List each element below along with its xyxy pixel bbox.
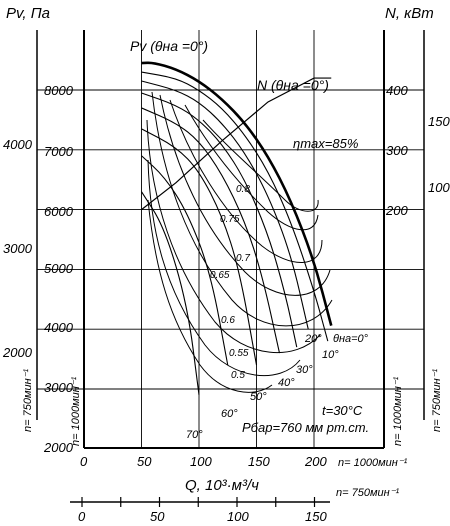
- q-ticks-inner: 0 50 100 150 200: [80, 454, 327, 469]
- n-axis-title: N, кВт: [385, 5, 434, 22]
- n-outer-tick-100: 100: [428, 180, 450, 195]
- pv-curve-30deg: [141, 92, 298, 348]
- pv-tick-5000: 5000: [44, 261, 74, 276]
- q-tick-150: 150: [248, 454, 270, 469]
- q-tick-50: 50: [137, 454, 152, 469]
- efficiency-contours: [146, 91, 333, 393]
- pv-tick-8000: 8000: [44, 83, 74, 98]
- n-curve-label: N (θна =0°): [257, 77, 329, 93]
- vertical-grid: [141, 30, 315, 448]
- pv-curve-70deg: [141, 191, 200, 396]
- n-ticks-outer: 150 100: [428, 114, 450, 195]
- q-outer-tick-50: 50: [150, 509, 165, 524]
- pressure-condition-label: Рбар=760 мм рт.ст.: [242, 420, 369, 435]
- temperature-label: t=30°C: [322, 403, 363, 418]
- pv-outer-tick-2000: 2000: [2, 345, 33, 360]
- eta-065-contour: [151, 91, 333, 327]
- n-ticks-inner: 400 300 200: [385, 83, 408, 218]
- eta-label-050: 0.5: [231, 370, 245, 381]
- q-outer-tick-150: 150: [305, 509, 327, 524]
- q-outer-tick-0: 0: [78, 509, 86, 524]
- eta-060-contour: [146, 119, 321, 354]
- q-outer-tick-100: 100: [227, 509, 249, 524]
- eta-label-055: 0.55: [229, 348, 249, 359]
- angle-label-40: 40°: [278, 377, 295, 389]
- pv-curve-50deg: [141, 128, 258, 366]
- angle-label-20: 20°: [304, 333, 322, 345]
- eta-label-060: 0.6: [221, 315, 235, 326]
- q-tick-100: 100: [190, 454, 212, 469]
- n-outer-tick-150: 150: [428, 114, 450, 129]
- q-tick-200: 200: [304, 454, 327, 469]
- pv-tick-2000: 2000: [43, 440, 74, 455]
- pv-tick-6000: 6000: [44, 204, 74, 219]
- eta-080-contour: [184, 104, 319, 231]
- pv-curve-40deg: [141, 107, 281, 354]
- eta-055-contour: [147, 159, 301, 377]
- angle-label-10: 10°: [322, 349, 339, 361]
- angle-label-0: θна=0°: [333, 333, 369, 345]
- pv-outer-tick-4000: 4000: [3, 137, 33, 152]
- left-outer-rpm-label: n= 750мин⁻¹: [22, 369, 34, 432]
- pressure-curves: [141, 61, 333, 396]
- pv-outer-tick-3000: 3000: [3, 241, 33, 256]
- eta-label-065: 0.65: [210, 270, 230, 281]
- pv-tick-4000: 4000: [44, 320, 74, 335]
- pv-ticks-inner: 8000 7000 6000 5000 4000 3000 2000: [43, 83, 74, 455]
- pv-tick-7000: 7000: [44, 144, 74, 159]
- eta-label-070: 0.7: [236, 253, 250, 264]
- angle-label-50: 50°: [250, 391, 267, 403]
- pv-curve-60deg: [141, 155, 229, 366]
- eta-075-contour: [169, 99, 323, 263]
- power-curve-0deg: [141, 77, 332, 211]
- right-outer-rpm-label: n= 750мин⁻¹: [431, 369, 443, 432]
- q-rpm-inner-label: n= 1000мин⁻¹: [338, 457, 408, 469]
- angle-label-60: 60°: [221, 408, 238, 420]
- pv-axis-title: Pv, Па: [6, 5, 50, 22]
- eta-max-label: ηmax=85%: [293, 136, 358, 151]
- q-rpm-outer-label: n= 750мин⁻¹: [336, 487, 399, 499]
- q-ticks-outer: 0 50 100 150: [78, 509, 327, 524]
- left-inner-rpm-label: n= 1000мин⁻¹: [70, 376, 82, 446]
- pv-curve-label: Pv (θна =0°): [130, 38, 208, 54]
- n-tick-400: 400: [386, 83, 408, 98]
- q-tick-0: 0: [80, 454, 88, 469]
- pv-curve-10deg: [141, 71, 329, 342]
- angle-labels: θна=0° 10° 20° 30° 40° 50° 60° 70°: [186, 333, 369, 441]
- q-axis-title: Q, 10³·м³/ч: [185, 477, 259, 494]
- angle-label-30: 30°: [296, 364, 313, 376]
- pv-curve-0deg: [141, 61, 333, 326]
- n-tick-300: 300: [386, 143, 408, 158]
- right-inner-rpm-label: n= 1000мин⁻¹: [392, 376, 404, 446]
- n-tick-200: 200: [385, 203, 408, 218]
- eta-label-075: 0.75: [220, 214, 240, 225]
- eta-070-contour: [159, 94, 331, 296]
- q-ticks-outer-marks: [81, 497, 316, 507]
- efficiency-labels: 0.8 0.75 0.7 0.65 0.6 0.55 0.5: [210, 184, 250, 381]
- eta-label-080: 0.8: [236, 184, 250, 195]
- pv-tick-3000: 3000: [44, 380, 74, 395]
- eta-085-contour: [202, 119, 319, 212]
- angle-label-70: 70°: [186, 429, 203, 441]
- pv-curve-20deg: [141, 80, 309, 330]
- pv-ticks-outer: 4000 3000 2000: [2, 137, 33, 360]
